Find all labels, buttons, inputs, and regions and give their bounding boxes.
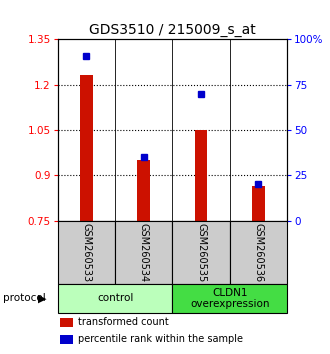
Text: GSM260533: GSM260533: [82, 223, 91, 282]
Bar: [173, 284, 287, 313]
Text: CLDN1
overexpression: CLDN1 overexpression: [190, 287, 270, 309]
Text: transformed count: transformed count: [79, 318, 169, 327]
Text: control: control: [97, 293, 133, 303]
Bar: [58, 221, 115, 284]
Bar: [138, 160, 150, 221]
Text: GSM260536: GSM260536: [253, 223, 263, 282]
Bar: [60, 318, 73, 327]
Bar: [58, 284, 173, 313]
Text: GSM260535: GSM260535: [196, 223, 206, 282]
Bar: [230, 221, 287, 284]
Text: ▶: ▶: [38, 293, 47, 303]
Bar: [115, 221, 173, 284]
Bar: [60, 335, 73, 344]
Title: GDS3510 / 215009_s_at: GDS3510 / 215009_s_at: [89, 23, 256, 37]
Bar: [252, 186, 265, 221]
Text: protocol: protocol: [3, 293, 46, 303]
Bar: [195, 130, 207, 221]
Text: GSM260534: GSM260534: [139, 223, 149, 282]
Bar: [80, 75, 93, 221]
Bar: [173, 221, 230, 284]
Text: percentile rank within the sample: percentile rank within the sample: [79, 335, 244, 344]
